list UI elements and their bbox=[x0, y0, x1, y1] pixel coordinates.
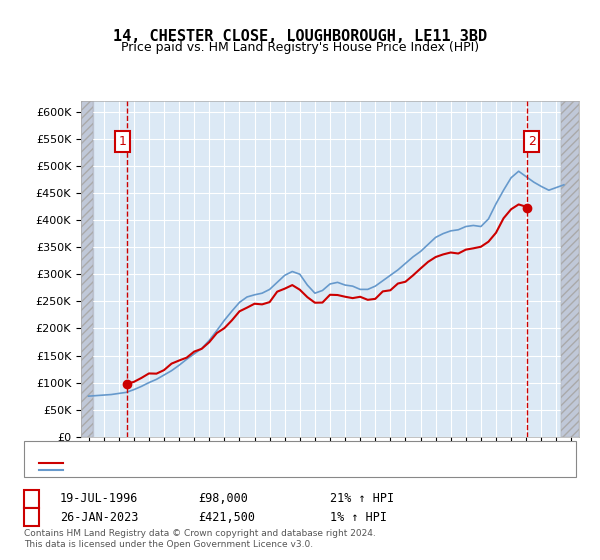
Text: 2: 2 bbox=[28, 511, 36, 524]
Bar bbox=[561, 101, 579, 437]
Text: 2: 2 bbox=[528, 135, 536, 148]
Text: 1: 1 bbox=[28, 492, 36, 506]
Bar bbox=[81, 101, 93, 437]
Text: 21% ↑ HPI: 21% ↑ HPI bbox=[330, 492, 394, 506]
Text: 1% ↑ HPI: 1% ↑ HPI bbox=[330, 511, 387, 524]
Text: 26-JAN-2023: 26-JAN-2023 bbox=[60, 511, 139, 524]
Text: £98,000: £98,000 bbox=[198, 492, 248, 506]
Text: 14, CHESTER CLOSE, LOUGHBOROUGH, LE11 3BD (detached house): 14, CHESTER CLOSE, LOUGHBOROUGH, LE11 3B… bbox=[66, 458, 446, 468]
Text: HPI: Average price, detached house, Charnwood: HPI: Average price, detached house, Char… bbox=[66, 465, 335, 475]
Text: £421,500: £421,500 bbox=[198, 511, 255, 524]
Text: Contains HM Land Registry data © Crown copyright and database right 2024.
This d: Contains HM Land Registry data © Crown c… bbox=[24, 529, 376, 549]
Text: 1: 1 bbox=[118, 135, 127, 148]
Bar bbox=[81, 101, 93, 437]
Text: 14, CHESTER CLOSE, LOUGHBOROUGH, LE11 3BD: 14, CHESTER CLOSE, LOUGHBOROUGH, LE11 3B… bbox=[113, 29, 487, 44]
Text: 19-JUL-1996: 19-JUL-1996 bbox=[60, 492, 139, 506]
Text: Price paid vs. HM Land Registry's House Price Index (HPI): Price paid vs. HM Land Registry's House … bbox=[121, 41, 479, 54]
Bar bbox=[561, 101, 579, 437]
